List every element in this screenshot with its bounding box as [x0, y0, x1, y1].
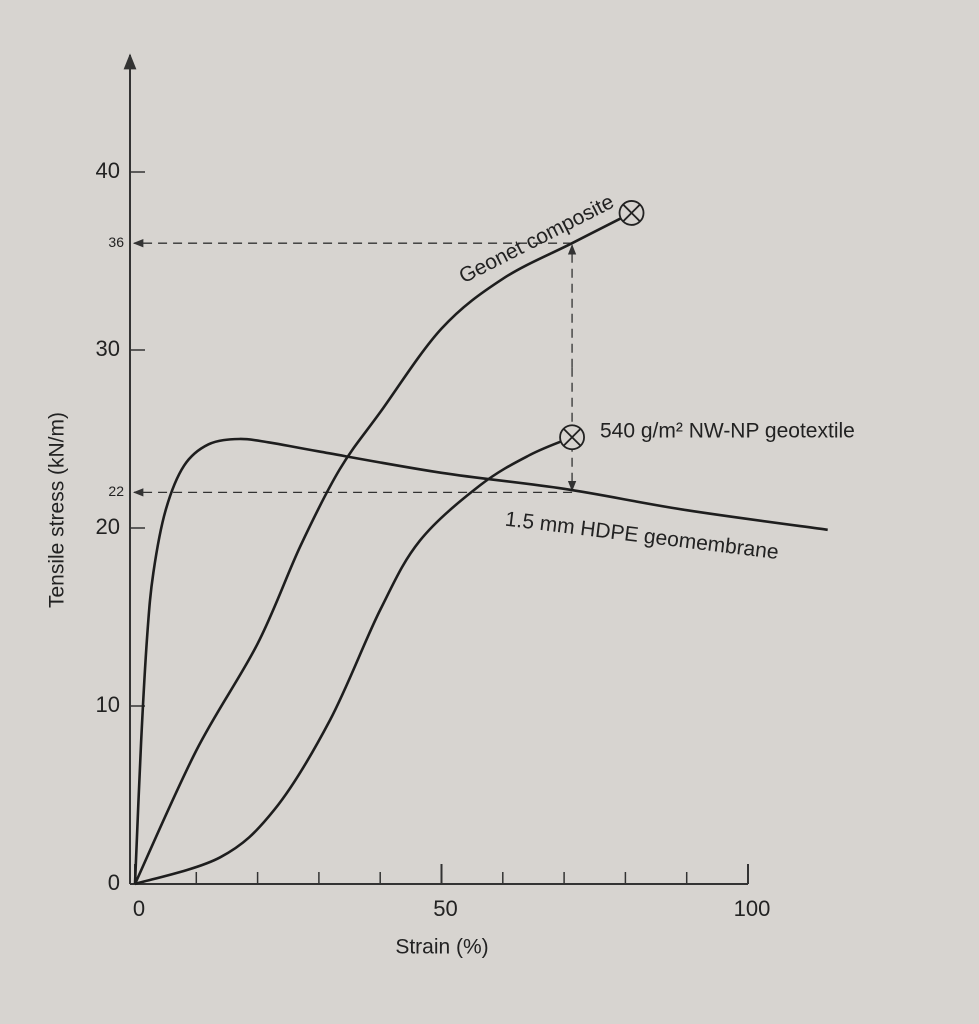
series-line: [133, 211, 633, 885]
series-line: [133, 437, 828, 885]
end-marker: [618, 200, 645, 226]
series-label: 540 g/m² NW-NP geotextile: [600, 420, 855, 443]
y-axis-label: Tensile stress (kN/m): [46, 412, 69, 608]
x-tick-label: 50: [433, 896, 457, 921]
x-tick-label: 0: [133, 896, 145, 921]
end-marker: [559, 424, 585, 451]
reference-label: 36: [108, 234, 124, 250]
y-tick-label: 10: [96, 692, 120, 717]
y-tick-label: 30: [96, 336, 120, 361]
x-tick-label: 100: [734, 896, 771, 921]
y-tick-label: 20: [96, 514, 120, 539]
series-line: [134, 436, 573, 886]
y-tick-label: 40: [96, 158, 120, 183]
end-marker-part: [562, 428, 582, 447]
x-axis-label: Strain (%): [395, 936, 488, 959]
y-tick-label: 0: [108, 870, 120, 895]
reference-label: 22: [108, 483, 124, 499]
end-marker-part: [622, 203, 641, 223]
